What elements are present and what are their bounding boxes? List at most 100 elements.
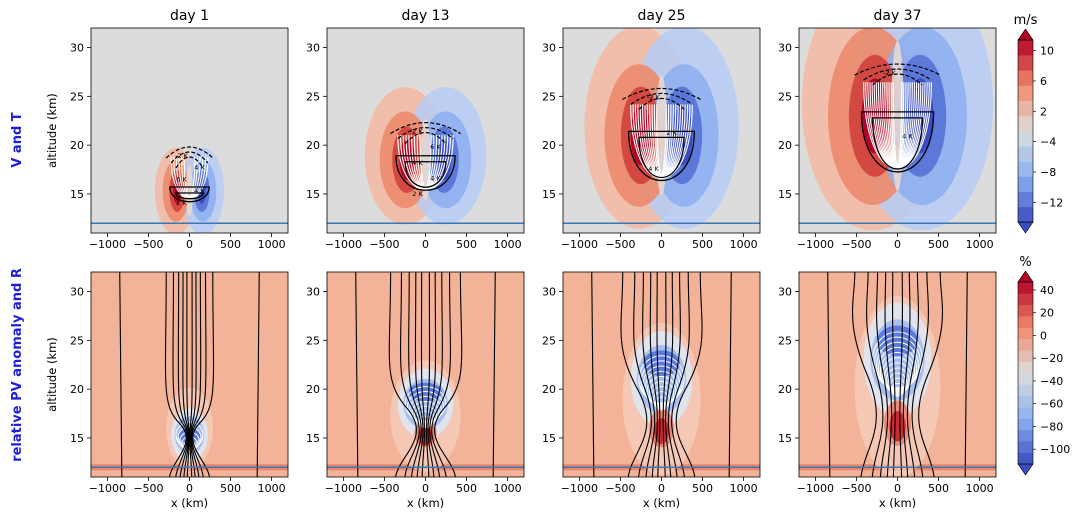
x-tick-label: 0 <box>186 238 193 251</box>
x-tick-label: 1000 <box>494 238 522 251</box>
x-tick-label: −1000 <box>561 482 598 495</box>
temperature-contour-positive <box>395 155 456 191</box>
y-tick-label: 20 <box>306 139 320 152</box>
colorbar-tick-label: 10 <box>1040 45 1054 58</box>
colorbar-extend-max <box>1017 28 1034 41</box>
colorbar-pv: % 40 20 0 −20 −40 −60 −80 −100 <box>1017 255 1070 476</box>
colorbar-frame <box>1017 281 1034 465</box>
field-blob <box>186 165 193 217</box>
colorbar-segment <box>1018 85 1033 101</box>
field-layer <box>327 28 524 233</box>
colorbar-tick-label: 0 <box>1040 329 1047 342</box>
y-tick-label: 25 <box>70 90 84 103</box>
colorbar-segment <box>1018 100 1033 117</box>
panel-pv-4: −1000 −500 0 500 1000 15 20 25 30 x (km) <box>778 271 997 510</box>
x-axis-label: x (km) <box>407 496 444 510</box>
colorbar-segment <box>1018 350 1033 362</box>
x-tick-label: 0 <box>658 238 665 251</box>
y-tick-label: 15 <box>778 188 792 201</box>
relative-humidity-contour <box>884 272 893 477</box>
contour-label: -2 K <box>883 69 897 77</box>
colorbar-segment <box>1018 40 1033 56</box>
x-tick-label: 1000 <box>966 482 994 495</box>
relative-humidity-contour <box>964 272 968 477</box>
temperature-contour-positive <box>175 192 204 200</box>
y-tick-label: 25 <box>778 90 792 103</box>
y-tick-label: 15 <box>70 432 84 445</box>
colorbar-segment <box>1018 293 1033 306</box>
relative-humidity-contour <box>172 272 188 477</box>
x-tick-label: 500 <box>692 482 713 495</box>
contour-label: 4 K <box>902 133 913 141</box>
temperature-contour-positive <box>860 111 935 173</box>
field-layer <box>799 272 996 477</box>
panel-title: day 37 <box>873 8 921 24</box>
relative-humidity-contour <box>891 272 896 477</box>
pv-contour-white <box>411 400 440 425</box>
x-tick-label: 0 <box>422 482 429 495</box>
x-tick-label: −1000 <box>797 238 834 251</box>
relative-humidity-contour <box>425 272 431 477</box>
pv-contour-white <box>404 386 447 422</box>
y-tick-label: 25 <box>778 334 792 347</box>
colorbar-segment <box>1018 384 1033 397</box>
contour-label: 4 K <box>648 165 659 173</box>
relative-humidity-contour <box>189 272 193 477</box>
y-tick-label: 30 <box>778 286 792 299</box>
x-tick-label: 500 <box>220 482 241 495</box>
relative-humidity-contour <box>620 272 648 477</box>
colorbar-segment <box>1018 55 1033 71</box>
temperature-contour-negative <box>175 156 204 169</box>
relative-humidity-contour <box>642 272 656 477</box>
colorbar-segment <box>1018 191 1033 208</box>
y-tick-label: 20 <box>778 383 792 396</box>
relative-humidity-contour <box>431 272 452 477</box>
colorbar-segment <box>1018 373 1033 385</box>
relative-humidity-contour <box>189 272 197 477</box>
row-label-v-and-t: V and T <box>10 112 25 167</box>
x-tick-label: 500 <box>692 238 713 251</box>
relative-humidity-contour <box>429 272 443 477</box>
x-tick-label: −1000 <box>89 482 126 495</box>
temperature-contour-negative <box>390 122 461 135</box>
pv-contour-white <box>415 410 436 427</box>
contour-label: 4 K <box>430 174 441 182</box>
colorbar-segment <box>1018 361 1033 374</box>
colorbar-tick-label: −20 <box>1040 352 1063 365</box>
colorbar-segment <box>1018 418 1033 431</box>
colorbar-tick-label: −12 <box>1040 196 1063 209</box>
relative-humidity-contour <box>182 272 190 477</box>
panel-title: day 25 <box>637 8 685 24</box>
relative-humidity-contour <box>665 272 674 477</box>
pv-contour-white <box>654 396 669 411</box>
x-tick-label: 1000 <box>730 238 758 251</box>
x-tick-label: −1000 <box>325 482 362 495</box>
x-tick-label: −1000 <box>89 238 126 251</box>
colorbar-segment <box>1018 316 1033 328</box>
y-tick-label: 15 <box>306 432 320 445</box>
panel-title: day 13 <box>401 8 449 24</box>
colorbar-tick-label: −4 <box>1040 136 1056 149</box>
relative-humidity-contour <box>414 272 424 477</box>
field-blob <box>877 325 918 357</box>
x-tick-label: −500 <box>369 238 399 251</box>
panel-title: day 1 <box>170 8 209 24</box>
contour-label: 2 K <box>412 190 423 198</box>
colorbar-tick-label: 2 <box>1040 105 1047 118</box>
relative-humidity-contour <box>851 272 877 477</box>
x-tick-label: 1000 <box>494 482 522 495</box>
temperature-contour-positive <box>872 117 923 170</box>
pv-contour-white <box>874 336 921 390</box>
x-axis-label: x (km) <box>879 496 916 510</box>
x-tick-label: −1000 <box>797 482 834 495</box>
contour-label: 2 K <box>412 128 423 136</box>
panel-pv-1: −1000 −500 0 500 1000 15 20 25 30 altitude (km) x … <box>45 271 289 510</box>
relative-humidity-contour <box>177 272 189 477</box>
colorbar-tick-label: 6 <box>1040 75 1047 88</box>
x-tick-label: 0 <box>894 238 901 251</box>
y-tick-label: 15 <box>70 188 84 201</box>
temperature-contour-positive <box>169 186 210 203</box>
colorbar-segment <box>1018 441 1033 453</box>
pv-contour-white <box>648 380 675 408</box>
